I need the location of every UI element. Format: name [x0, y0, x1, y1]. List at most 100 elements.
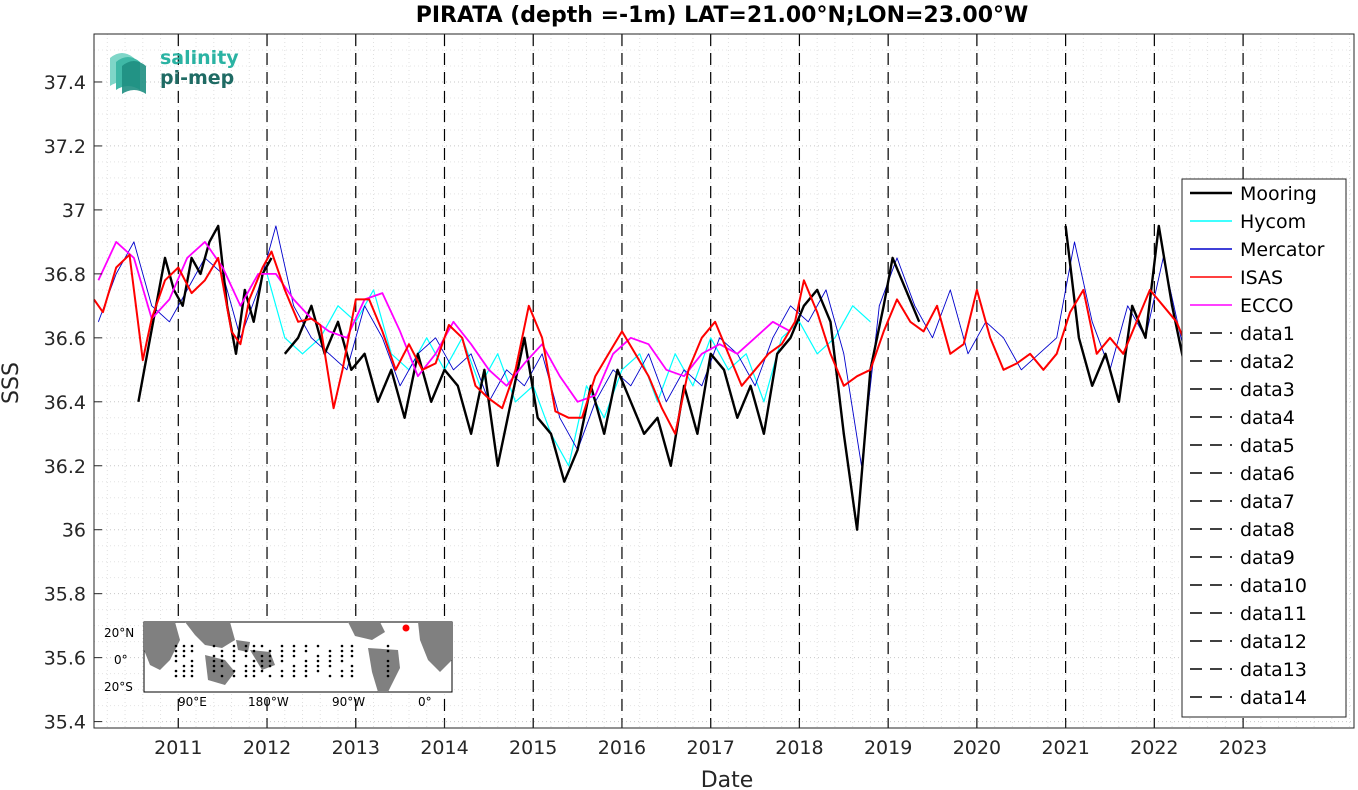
y-tick-label: 36.4 — [44, 392, 86, 414]
buoy-dot — [252, 664, 256, 668]
buoy-dot — [244, 654, 248, 658]
buoy-dot — [350, 664, 354, 668]
legend: Mooring Hycom Mercator ISAS ECCO data1 data2 da… — [1181, 178, 1347, 718]
legend-entry: data2 — [1240, 351, 1295, 373]
buoy-dot — [244, 674, 248, 678]
buoy-dot — [340, 669, 344, 673]
legend-entry: data12 — [1240, 631, 1307, 653]
x-tick-label: 2019 — [864, 737, 912, 759]
buoy-dot — [386, 649, 390, 653]
buoy-dot — [328, 649, 332, 653]
buoy-dot — [280, 644, 284, 648]
buoy-dot — [190, 664, 194, 668]
buoy-dot — [328, 674, 332, 678]
x-tick-label: 2023 — [1219, 737, 1267, 759]
buoy-dot — [304, 664, 308, 668]
legend-entry: data9 — [1240, 547, 1295, 569]
buoy-dot — [232, 674, 236, 678]
buoy-dot — [174, 644, 178, 648]
map-lat-label-north: 20°N — [104, 626, 134, 640]
buoy-dot — [350, 669, 354, 673]
mooring-location-marker — [402, 624, 410, 632]
plot-frame — [93, 33, 1355, 729]
chart-title: PIRATA (depth =-1m) LAT=21.00°N;LON=23.0… — [416, 3, 1029, 28]
x-tick-label: 2020 — [953, 737, 1001, 759]
buoy-dot — [182, 674, 186, 678]
buoy-dot — [340, 674, 344, 678]
y-tick-label: 37.2 — [44, 136, 86, 158]
series-line-mooring — [137, 224, 273, 403]
buoy-dot — [190, 669, 194, 673]
buoy-dot — [280, 649, 284, 653]
legend-entry: data6 — [1240, 463, 1295, 485]
legend-entry: Mercator — [1240, 239, 1325, 261]
buoy-dot — [316, 659, 320, 663]
y-axis-label: SSS — [0, 362, 24, 404]
legend-entry: data10 — [1240, 575, 1307, 597]
legend-box — [1181, 178, 1347, 718]
x-tick-label: 2016 — [598, 737, 646, 759]
legend-entry: data11 — [1240, 603, 1307, 625]
legend-entry: data14 — [1240, 687, 1307, 709]
buoy-dot — [280, 674, 284, 678]
buoy-dot — [350, 649, 354, 653]
buoy-dot — [244, 644, 248, 648]
buoy-dot — [212, 659, 216, 663]
buoy-dot — [244, 649, 248, 653]
x-tick-label: 2012 — [243, 737, 291, 759]
x-axis-label: Date — [701, 768, 754, 790]
y-tick-label: 36.6 — [44, 328, 86, 350]
buoy-dot — [292, 664, 296, 668]
buoy-dot — [174, 674, 178, 678]
y-tick-label: 35.4 — [44, 712, 86, 734]
y-tick-labels: 35.4 35.6 35.8 36 36.2 36.4 36.6 36.8 37 37.2 37.4 — [44, 72, 102, 734]
series-group — [93, 224, 1196, 531]
buoy-dot — [316, 669, 320, 673]
series-line-isas — [93, 250, 1191, 435]
buoy-dot — [386, 669, 390, 673]
series-line-mooring — [283, 256, 921, 531]
buoy-dot — [340, 644, 344, 648]
legend-entry: ECCO — [1240, 295, 1294, 317]
buoy-dot — [182, 654, 186, 658]
x-tick-label: 2022 — [1130, 737, 1178, 759]
inset-map-land — [144, 622, 452, 692]
buoy-dot — [252, 644, 256, 648]
x-tick-label: 2011 — [154, 737, 202, 759]
legend-entry: data4 — [1240, 407, 1295, 429]
map-lat-label-south: 20°S — [104, 680, 133, 694]
buoy-dot — [212, 654, 216, 658]
buoy-dot — [220, 664, 224, 668]
series-line-mooring — [1064, 224, 1196, 403]
buoy-dot — [328, 659, 332, 663]
buoy-dot — [386, 659, 390, 663]
buoy-dot — [252, 649, 256, 653]
buoy-dot — [232, 649, 236, 653]
logo-line2: pi-mep — [160, 67, 234, 89]
legend-entry: data5 — [1240, 435, 1295, 457]
y-tick-label: 35.8 — [44, 584, 86, 606]
x-tick-label: 2018 — [775, 737, 823, 759]
buoy-dot — [280, 654, 284, 658]
inset-map: 20°N 0° 20°S 90°E 180°W 90°W 0° — [104, 621, 453, 709]
y-tick-label: 36 — [62, 520, 86, 542]
buoy-dot — [212, 669, 216, 673]
legend-entry: data7 — [1240, 491, 1295, 513]
y-tick-label: 37.4 — [44, 72, 86, 94]
legend-entry: ISAS — [1240, 267, 1283, 289]
salinity-pi-mep-logo: salinity pi-mep — [110, 47, 239, 94]
map-lon-label-90e: 90°E — [178, 695, 207, 709]
map-lat-label-equator: 0° — [114, 653, 128, 667]
buoy-dot — [260, 644, 264, 648]
x-tick-label: 2017 — [687, 737, 735, 759]
series-line-mercator — [97, 225, 1191, 467]
y-tick-label: 36.8 — [44, 264, 86, 286]
legend-entry: data8 — [1240, 519, 1295, 541]
buoy-dot — [174, 659, 178, 663]
legend-entry: Hycom — [1240, 211, 1306, 233]
x-tick-label: 2015 — [509, 737, 557, 759]
legend-entry: Mooring — [1240, 183, 1317, 205]
buoy-dot — [340, 659, 344, 663]
legend-entry: data13 — [1240, 659, 1307, 681]
